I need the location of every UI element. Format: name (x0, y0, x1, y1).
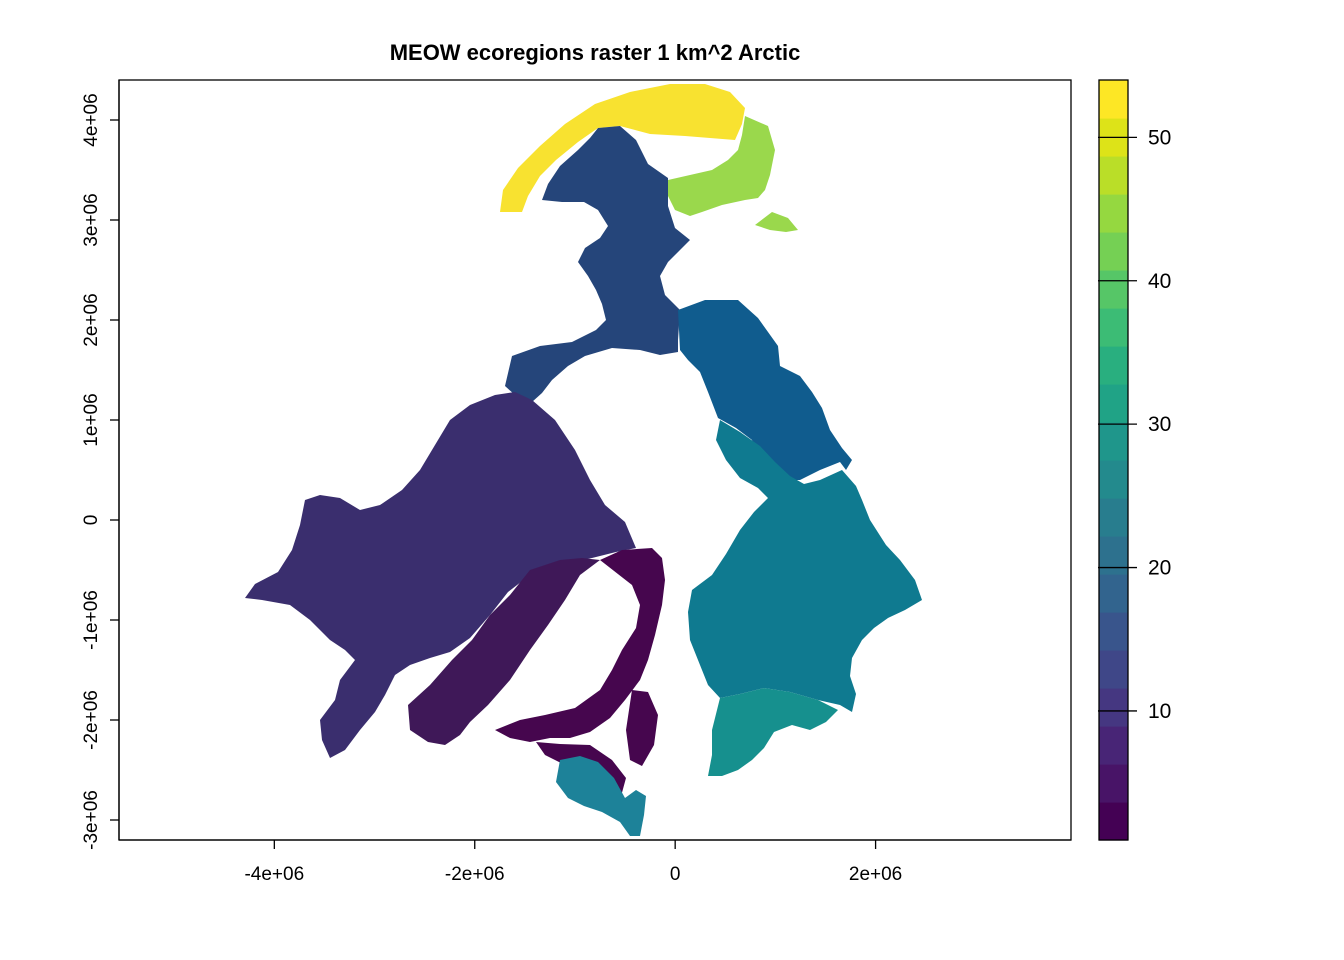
map-layer (245, 84, 922, 836)
x-tick-label: -4e+06 (244, 864, 304, 885)
x-tick-label: 2e+06 (849, 864, 902, 885)
legend-color-bands (1099, 80, 1128, 841)
legend-band (1099, 346, 1128, 385)
legend-band (1099, 498, 1128, 537)
legend-band (1099, 688, 1128, 727)
x-axis: -4e+06 -2e+06 0 2e+06 (119, 840, 1071, 885)
legend-band (1099, 80, 1128, 119)
legend-tick-label: 40 (1148, 270, 1171, 293)
y-tick-label: -1e+06 (81, 590, 102, 650)
y-tick-label: 4e+06 (81, 93, 102, 146)
legend-band (1099, 460, 1128, 499)
legend-band (1099, 802, 1128, 841)
legend-band (1099, 156, 1128, 195)
legend-band (1099, 612, 1128, 651)
y-axis: -3e+06 -2e+06 -1e+06 0 1e+06 2e+06 3e+06 4e+06 (81, 80, 119, 850)
legend-band (1099, 270, 1128, 309)
y-tick-label: -2e+06 (81, 690, 102, 750)
legend-band (1099, 422, 1128, 461)
plot-title: MEOW ecoregions raster 1 km^2 Arctic (390, 40, 801, 65)
region-j (556, 756, 646, 836)
legend-band (1099, 384, 1128, 423)
y-tick-label: 3e+06 (81, 193, 102, 246)
y-tick-label: 0 (81, 515, 102, 526)
legend-band (1099, 232, 1128, 271)
x-tick-label: 0 (670, 864, 681, 885)
y-tick-label: 1e+06 (81, 393, 102, 446)
legend-band (1099, 726, 1128, 765)
legend-band (1099, 650, 1128, 689)
region-i (708, 688, 838, 776)
legend-band (1099, 194, 1128, 233)
legend-band (1099, 764, 1128, 803)
legend-tick-label: 10 (1148, 700, 1171, 723)
x-tick-label: -2e+06 (445, 864, 505, 885)
legend-tick-label: 50 (1148, 126, 1171, 149)
color-legend: 10 20 30 40 50 (1098, 80, 1171, 841)
legend-tick-label: 30 (1148, 413, 1171, 436)
legend-band (1099, 308, 1128, 347)
y-tick-label: -3e+06 (81, 790, 102, 850)
legend-band (1099, 536, 1128, 575)
y-tick-label: 2e+06 (81, 293, 102, 346)
legend-band (1099, 574, 1128, 613)
legend-tick-label: 20 (1148, 557, 1171, 580)
